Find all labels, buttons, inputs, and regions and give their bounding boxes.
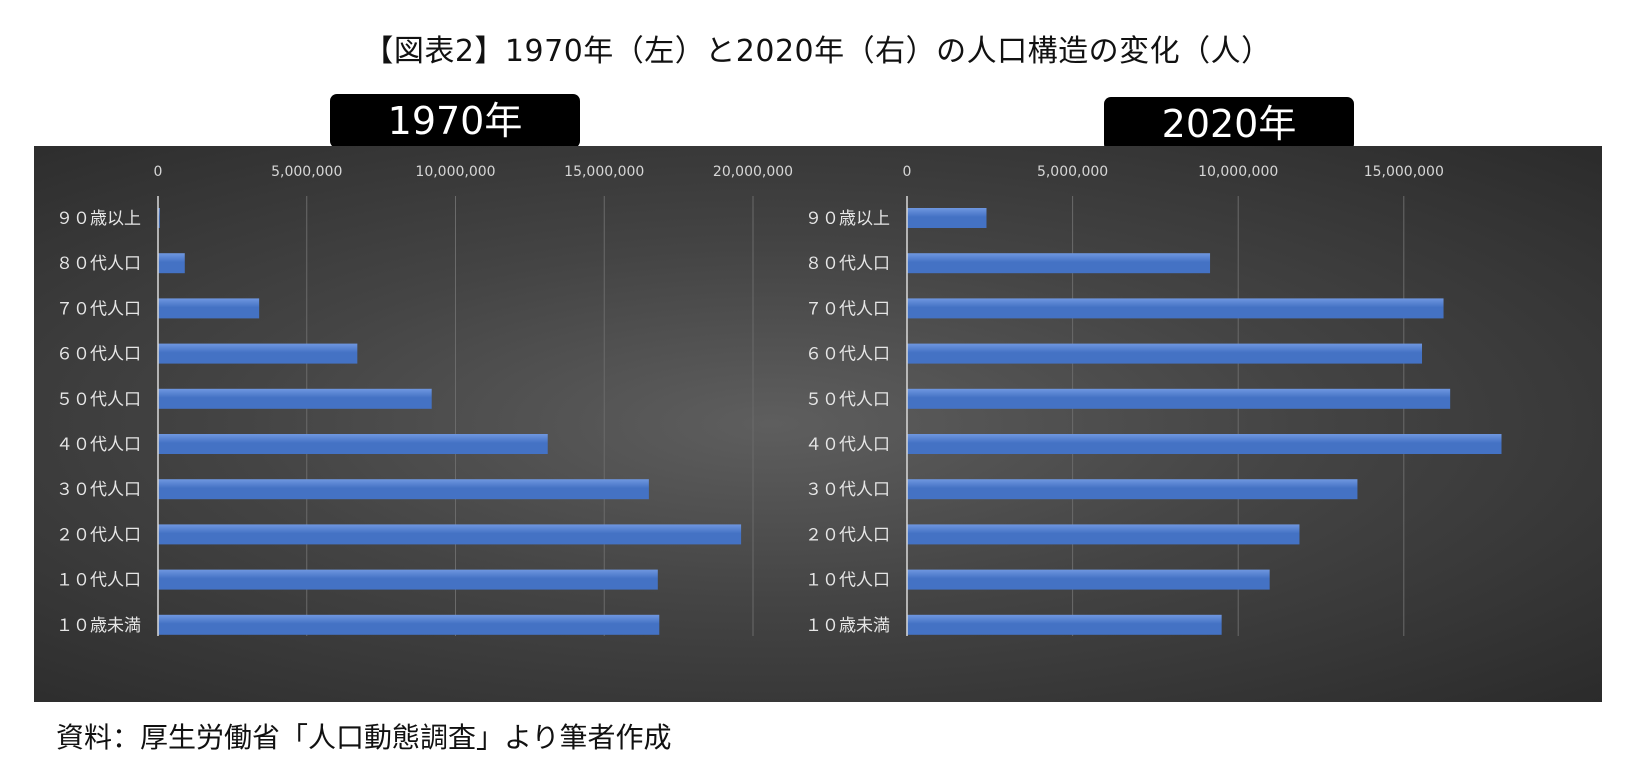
- category-label-2020: ２０代人口: [805, 525, 890, 545]
- bar-1970: [158, 298, 260, 319]
- category-label-1970: ４０代人口: [56, 435, 141, 455]
- bar-2020: [907, 479, 1358, 500]
- category-label-2020: １０歳未満: [805, 616, 890, 636]
- category-label-1970: ８０代人口: [56, 254, 141, 274]
- bar-1970: [158, 208, 160, 228]
- category-label-2020: ４０代人口: [805, 435, 890, 455]
- category-label-2020: ９０歳以上: [805, 209, 890, 229]
- category-label-2020: ６０代人口: [805, 345, 890, 365]
- bar-1970: [158, 569, 658, 590]
- chart-title-1970: 1970年: [330, 94, 580, 148]
- category-label-2020: ７０代人口: [805, 299, 890, 319]
- source-note: 資料：厚生労働省「人口動態調査」より筆者作成: [56, 721, 672, 754]
- chart-svg: 0 5,000,000 10,000,000 15,000,000 20,000,000…: [56, 164, 1502, 636]
- category-label-1970: ２０代人口: [56, 525, 141, 545]
- bar-1970: [158, 434, 548, 454]
- bar-2020: [907, 388, 1451, 409]
- category-label-1970: ９０歳以上: [56, 209, 141, 229]
- category-label-2020: １０代人口: [805, 571, 890, 591]
- category-label-1970: ７０代人口: [56, 299, 141, 319]
- bar-2020: [907, 208, 987, 228]
- x-tick-label-2020: 10,000,000: [1198, 164, 1278, 180]
- chart-panel: 0 5,000,000 10,000,000 15,000,000 20,000,000…: [34, 146, 1602, 702]
- bar-2020: [907, 298, 1444, 319]
- x-tick-label-1970: 20,000,000: [713, 164, 793, 180]
- bar-1970: [158, 343, 358, 364]
- bar-1970: [158, 388, 432, 409]
- bar-1970: [158, 614, 660, 635]
- chart-2020: 0 5,000,000 10,000,000 15,000,000 ９０歳以上 ８０代人口…: [805, 164, 1502, 636]
- bar-2020: [907, 614, 1222, 635]
- x-tick-label-1970: 5,000,000: [271, 164, 342, 180]
- chart-title-2020: 2020年: [1104, 97, 1354, 151]
- figure-title: 【図表2】1970年（左）と2020年（右）の人口構造の変化（人）: [363, 34, 1272, 69]
- x-tick-label-1970: 15,000,000: [564, 164, 644, 180]
- x-tick-label-1970: 0: [154, 164, 163, 180]
- category-label-1970: ３０代人口: [56, 480, 141, 500]
- category-label-1970: １０歳未満: [56, 616, 141, 636]
- category-label-1970: ６０代人口: [56, 345, 141, 365]
- category-label-2020: ５０代人口: [805, 390, 890, 410]
- bar-2020: [907, 569, 1270, 590]
- bar-1970: [158, 253, 185, 274]
- category-label-2020: ３０代人口: [805, 480, 890, 500]
- category-label-1970: １０代人口: [56, 571, 141, 591]
- bar-2020: [907, 434, 1502, 454]
- bar-2020: [907, 343, 1423, 364]
- x-tick-label-2020: 5,000,000: [1037, 164, 1108, 180]
- category-label-1970: ５０代人口: [56, 390, 141, 410]
- x-tick-label-1970: 10,000,000: [415, 164, 495, 180]
- category-label-2020: ８０代人口: [805, 254, 890, 274]
- bar-2020: [907, 253, 1211, 274]
- chart-1970: 0 5,000,000 10,000,000 15,000,000 20,000,000…: [56, 164, 793, 636]
- bar-1970: [158, 479, 649, 500]
- bar-1970: [158, 524, 742, 545]
- x-tick-label-2020: 15,000,000: [1364, 164, 1444, 180]
- bar-2020: [907, 524, 1300, 545]
- x-tick-label-2020: 0: [903, 164, 912, 180]
